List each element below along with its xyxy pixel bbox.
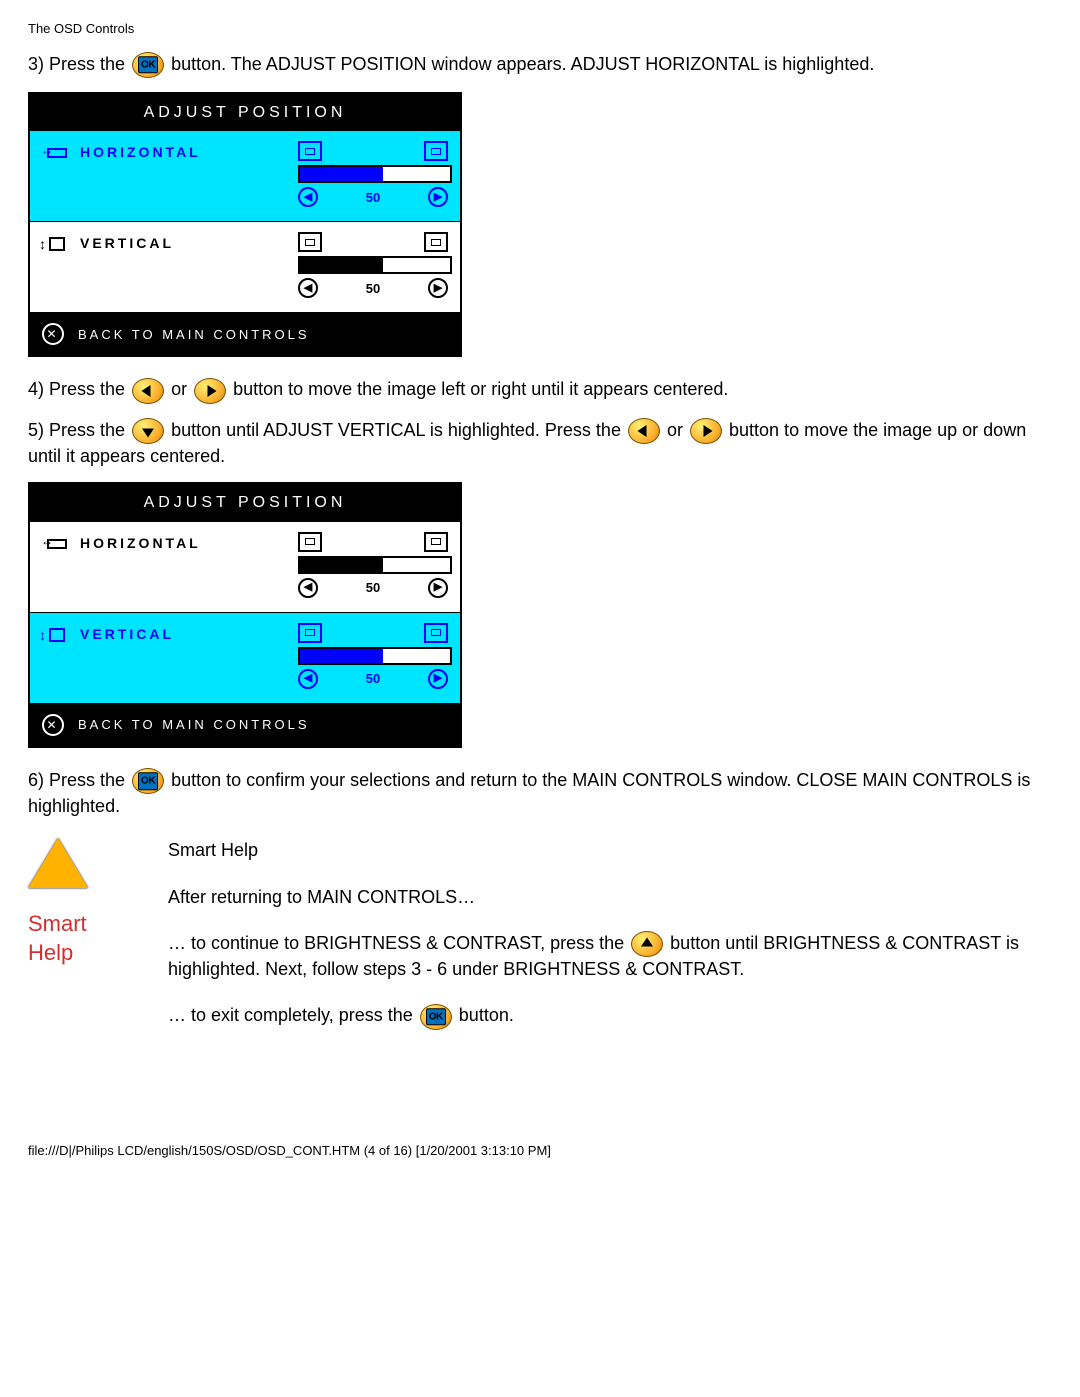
step-5-mid2: or [667, 420, 688, 440]
osd-back-label: BACK TO MAIN CONTROLS [78, 326, 310, 344]
ok-button-icon [420, 1004, 452, 1030]
step-4: 4) Press the or button to move the image… [28, 377, 1052, 403]
back-icon: ✕ [42, 323, 64, 345]
step-4-prefix: 4) Press the [28, 379, 130, 399]
osd-row-horizontal[interactable]: Horizontal ◀ 50 ▶ [30, 522, 460, 613]
smart-p1: Smart Help [168, 838, 1052, 862]
step-5-mid1: button until ADJUST VERTICAL is highligh… [171, 420, 626, 440]
smart-help-label: SmartHelp [28, 910, 168, 967]
down-button-icon [132, 418, 164, 444]
vertical-icon [42, 232, 72, 256]
left-button-icon [132, 378, 164, 404]
horizontal-slider-fill [300, 167, 383, 181]
osd-title: Adjust Position [30, 484, 460, 522]
increase-graphic-icon [424, 141, 448, 161]
increase-graphic-icon [424, 623, 448, 643]
back-icon: ✕ [42, 714, 64, 736]
vertical-slider[interactable] [298, 256, 452, 274]
step-6: 6) Press the button to confirm your sele… [28, 768, 1052, 819]
increase-graphic-icon [424, 532, 448, 552]
step-3-suffix: button. The ADJUST POSITION window appea… [171, 54, 874, 74]
vertical-label: Vertical [80, 623, 298, 644]
smart-p4: … to exit completely, press the button. [168, 1003, 1052, 1029]
osd-adjust-position-1: Adjust Position Horizontal ◀ 50 ▶ Vertic… [28, 92, 462, 358]
step-5-prefix: 5) Press the [28, 420, 130, 440]
arrow-left-icon[interactable]: ◀ [298, 578, 318, 598]
osd-row-vertical[interactable]: Vertical ◀ 50 ▶ [30, 613, 460, 704]
step-6-prefix: 6) Press the [28, 770, 130, 790]
vertical-icon [42, 623, 72, 647]
up-button-icon [631, 931, 663, 957]
horizontal-label: Horizontal [80, 141, 298, 162]
smart-help-warning-icon [28, 838, 88, 890]
vertical-slider-fill [300, 258, 383, 272]
right-button-icon [194, 378, 226, 404]
vertical-controls: ◀ 50 ▶ [298, 623, 448, 689]
page-header: The OSD Controls [28, 20, 1052, 38]
horizontal-slider[interactable] [298, 165, 452, 183]
smart-help-left: SmartHelp [28, 838, 168, 1051]
decrease-graphic-icon [298, 141, 322, 161]
decrease-graphic-icon [298, 232, 322, 252]
right-button-icon [690, 418, 722, 444]
step-6-suffix: button to confirm your selections and re… [28, 770, 1030, 816]
osd-back-label: BACK TO MAIN CONTROLS [78, 716, 310, 734]
horizontal-controls: ◀ 50 ▶ [298, 141, 448, 207]
horizontal-controls: ◀ 50 ▶ [298, 532, 448, 598]
osd-row-vertical[interactable]: Vertical ◀ 50 ▶ [30, 222, 460, 313]
step-4-mid: or [171, 379, 192, 399]
osd-back-row[interactable]: ✕ BACK TO MAIN CONTROLS [30, 313, 460, 355]
horizontal-slider[interactable] [298, 556, 452, 574]
smart-help-content: Smart Help After returning to MAIN CONTR… [168, 838, 1052, 1051]
smart-p2: After returning to MAIN CONTROLS… [168, 885, 1052, 909]
horizontal-icon [42, 532, 72, 556]
ok-button-icon [132, 768, 164, 794]
arrow-right-icon[interactable]: ▶ [428, 669, 448, 689]
horizontal-value: 50 [366, 189, 380, 207]
decrease-graphic-icon [298, 623, 322, 643]
osd-back-row[interactable]: ✕ BACK TO MAIN CONTROLS [30, 704, 460, 746]
arrow-left-icon[interactable]: ◀ [298, 187, 318, 207]
smart-help-section: SmartHelp Smart Help After returning to … [28, 838, 1052, 1051]
increase-graphic-icon [424, 232, 448, 252]
vertical-value: 50 [366, 670, 380, 688]
vertical-slider[interactable] [298, 647, 452, 665]
vertical-label: Vertical [80, 232, 298, 253]
step-3: 3) Press the button. The ADJUST POSITION… [28, 52, 1052, 78]
page-footer: file:///D|/Philips LCD/english/150S/OSD/… [28, 1142, 1052, 1160]
arrow-left-icon[interactable]: ◀ [298, 669, 318, 689]
decrease-graphic-icon [298, 532, 322, 552]
vertical-controls: ◀ 50 ▶ [298, 232, 448, 298]
vertical-value: 50 [366, 280, 380, 298]
horizontal-value: 50 [366, 579, 380, 597]
step-3-prefix: 3) Press the [28, 54, 130, 74]
left-button-icon [628, 418, 660, 444]
step-5: 5) Press the button until ADJUST VERTICA… [28, 418, 1052, 469]
osd-adjust-position-2: Adjust Position Horizontal ◀ 50 ▶ Vertic… [28, 482, 462, 748]
step-4-suffix: button to move the image left or right u… [233, 379, 728, 399]
arrow-right-icon[interactable]: ▶ [428, 578, 448, 598]
arrow-left-icon[interactable]: ◀ [298, 278, 318, 298]
arrow-right-icon[interactable]: ▶ [428, 187, 448, 207]
horizontal-icon [42, 141, 72, 165]
horizontal-slider-fill [300, 558, 383, 572]
osd-title: Adjust Position [30, 94, 460, 132]
ok-button-icon [132, 52, 164, 78]
osd-row-horizontal[interactable]: Horizontal ◀ 50 ▶ [30, 131, 460, 222]
smart-p3: … to continue to BRIGHTNESS & CONTRAST, … [168, 931, 1052, 982]
vertical-slider-fill [300, 649, 383, 663]
horizontal-label: Horizontal [80, 532, 298, 553]
arrow-right-icon[interactable]: ▶ [428, 278, 448, 298]
